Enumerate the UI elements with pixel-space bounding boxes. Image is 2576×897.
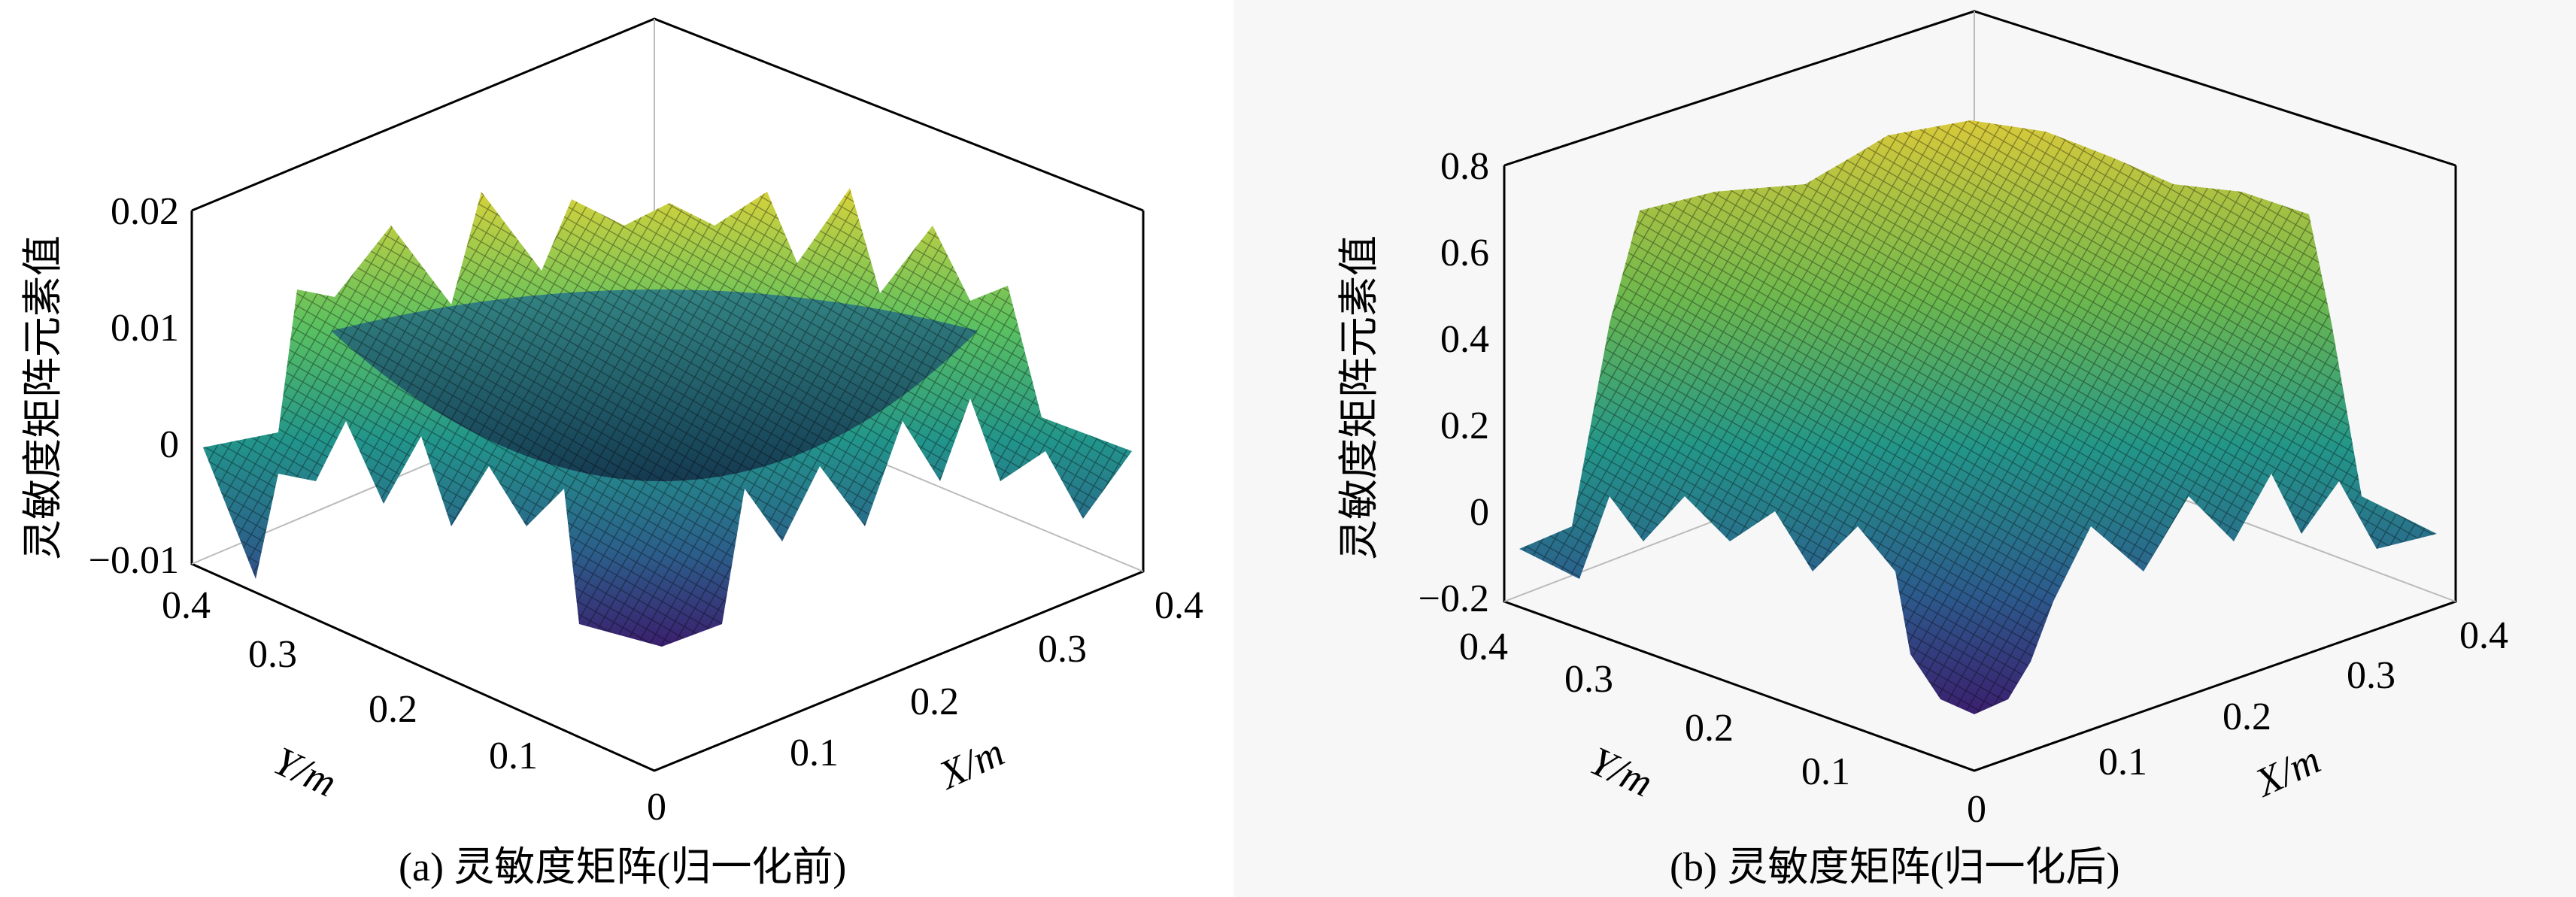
x-tick-b-3: 0.4 bbox=[2459, 614, 2508, 657]
y-tick-a-1: 0.1 bbox=[489, 735, 538, 777]
y-tick-b-1: 0.1 bbox=[1801, 750, 1850, 793]
z-tick-b-2: 0.4 bbox=[1440, 318, 1489, 361]
ylabel-b: Y/m bbox=[1583, 738, 1660, 805]
surface-a bbox=[203, 188, 1132, 647]
x-tick-a-0: 0.1 bbox=[790, 732, 839, 774]
zlabel-a: 灵敏度矩阵元素值 bbox=[19, 235, 66, 560]
y-tick-b-4: 0.4 bbox=[1459, 626, 1508, 668]
x-tick-b-0: 0.1 bbox=[2098, 741, 2147, 783]
z-tick-a-2: 0 bbox=[159, 423, 179, 466]
y-tick-a-3: 0.3 bbox=[248, 633, 297, 676]
y-tick-a-0: 0 bbox=[647, 786, 666, 829]
z-tick-b-1: 0.6 bbox=[1440, 232, 1489, 274]
chart-a-svg: 0.02 0.01 0 −0.01 0.4 0.3 0.2 0.1 0 0.1 … bbox=[19, 17, 1203, 829]
x-tick-a-1: 0.2 bbox=[910, 680, 959, 723]
xlabel-a: X/m bbox=[931, 729, 1011, 799]
x-tick-b-2: 0.3 bbox=[2347, 654, 2395, 697]
caption-a: (a) 灵敏度矩阵(归一化前) bbox=[399, 844, 847, 889]
y-tick-b-0: 0 bbox=[1967, 788, 1986, 831]
figure-a: 0.02 0.01 0 −0.01 0.4 0.3 0.2 0.1 0 0.1 … bbox=[0, 0, 1233, 897]
z-tick-b-0: 0.8 bbox=[1440, 145, 1489, 188]
z-tick-b-4: 0 bbox=[1470, 491, 1489, 534]
z-tick-b-3: 0.2 bbox=[1440, 405, 1489, 447]
zlabel-b: 灵敏度矩阵元素值 bbox=[1335, 235, 1382, 560]
chart-b-svg: 0.8 0.6 0.4 0.2 0 −0.2 0.4 0.3 0.2 0.1 0… bbox=[1335, 10, 2508, 831]
y-tick-b-2: 0.2 bbox=[1685, 707, 1734, 750]
ylabel-a: Y/m bbox=[267, 738, 344, 805]
z-tick-a-1: 0.01 bbox=[111, 307, 179, 350]
x-tick-b-1: 0.2 bbox=[2223, 695, 2271, 738]
y-tick-b-3: 0.3 bbox=[1564, 658, 1613, 701]
x-tick-a-2: 0.3 bbox=[1038, 628, 1087, 671]
y-tick-a-4: 0.4 bbox=[162, 584, 211, 627]
z-tick-a-3: −0.01 bbox=[89, 539, 179, 582]
x-tick-a-3: 0.4 bbox=[1154, 584, 1203, 627]
z-tick-b-5: −0.2 bbox=[1418, 577, 1489, 620]
y-tick-a-2: 0.2 bbox=[369, 688, 417, 731]
figure-b: 0.8 0.6 0.4 0.2 0 −0.2 0.4 0.3 0.2 0.1 0… bbox=[1233, 0, 2576, 897]
xlabel-b: X/m bbox=[2247, 737, 2327, 806]
caption-b: (b) 灵敏度矩阵(归一化后) bbox=[1670, 844, 2120, 889]
surface-b bbox=[1519, 120, 2437, 714]
z-tick-a-0: 0.02 bbox=[111, 190, 179, 233]
